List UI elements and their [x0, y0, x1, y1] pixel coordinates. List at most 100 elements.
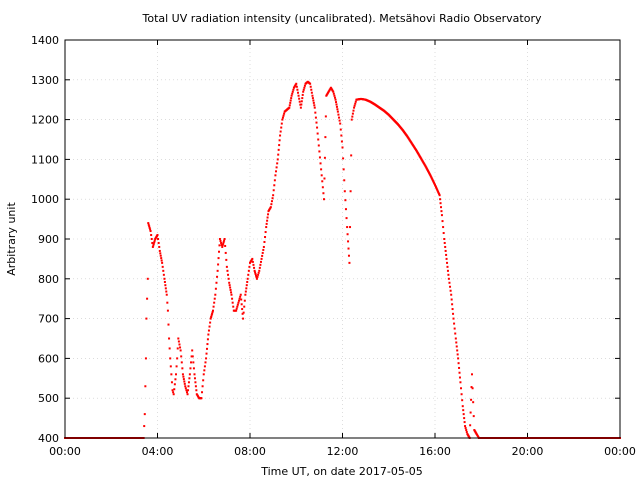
data-point — [267, 213, 270, 216]
data-point — [354, 102, 357, 105]
data-point — [218, 238, 221, 240]
data-point — [190, 355, 193, 358]
data-point — [270, 203, 273, 206]
data-point — [161, 261, 164, 264]
data-point — [312, 99, 315, 102]
data-point — [340, 134, 343, 137]
data-point — [472, 401, 475, 404]
data-point — [195, 389, 198, 392]
data-point — [463, 417, 466, 420]
data-point — [239, 295, 242, 298]
data-point — [153, 241, 156, 244]
data-point — [216, 269, 219, 272]
data-point — [278, 139, 281, 142]
data-point — [236, 303, 239, 306]
data-point — [205, 357, 208, 360]
data-point — [288, 104, 291, 107]
data-point — [299, 103, 302, 106]
data-point — [451, 308, 454, 311]
data-point — [455, 341, 458, 344]
data-point — [189, 367, 192, 370]
data-point — [288, 106, 291, 109]
data-point — [275, 166, 278, 169]
data-point — [170, 373, 173, 376]
data-point — [153, 239, 156, 242]
data-point — [458, 376, 461, 379]
data-point — [346, 226, 349, 229]
data-point — [185, 389, 188, 392]
data-point — [434, 183, 436, 186]
data-point — [353, 104, 356, 107]
data-point — [183, 382, 186, 385]
data-point — [289, 101, 292, 104]
data-point — [336, 110, 339, 113]
data-point — [434, 185, 437, 188]
data-point — [149, 228, 152, 231]
data-point — [344, 199, 347, 202]
data-point — [229, 286, 232, 289]
data-point — [205, 352, 208, 355]
data-point — [452, 317, 455, 320]
data-point — [343, 190, 346, 193]
data-point — [347, 247, 350, 250]
data-point — [449, 285, 452, 288]
data-point — [156, 234, 159, 237]
data-point — [177, 337, 180, 340]
data-point — [226, 269, 229, 272]
data-point — [187, 381, 190, 384]
data-point — [292, 88, 295, 91]
data-point — [276, 162, 279, 165]
data-point — [279, 130, 282, 133]
data-point — [437, 190, 440, 193]
data-point — [174, 378, 177, 381]
data-point — [161, 265, 164, 268]
data-point — [445, 253, 448, 256]
data-point — [206, 338, 209, 341]
data-point — [429, 175, 432, 178]
data-point — [317, 138, 320, 141]
data-point — [324, 115, 327, 118]
data-point — [228, 281, 231, 284]
data-point — [438, 193, 441, 196]
data-point — [452, 312, 455, 315]
data-point — [312, 101, 315, 104]
data-point — [461, 405, 464, 408]
y-axis-label: Arbitrary unit — [5, 202, 18, 276]
data-point — [179, 346, 182, 349]
data-point — [332, 90, 335, 93]
data-point — [159, 254, 162, 257]
data-point — [465, 431, 468, 434]
y-tick-label: 500 — [38, 392, 59, 405]
data-point — [217, 257, 220, 260]
data-point — [159, 252, 162, 255]
plot-frame — [64, 39, 621, 439]
data-point — [205, 347, 208, 350]
data-point — [194, 381, 197, 384]
data-point — [315, 121, 318, 124]
data-point — [298, 100, 301, 103]
data-point — [231, 297, 234, 300]
data-point — [216, 275, 219, 278]
data-point — [317, 144, 320, 147]
data-point — [178, 343, 181, 346]
y-tick-label: 1400 — [31, 34, 59, 47]
data-point — [163, 277, 166, 280]
data-point — [221, 245, 224, 248]
data-point — [335, 103, 338, 106]
data-point — [165, 290, 168, 293]
data-point — [460, 387, 463, 390]
data-point — [261, 251, 264, 254]
data-point — [269, 206, 272, 209]
data-point — [347, 240, 350, 243]
x-axis-label: Time UT, on date 2017-05-05 — [260, 465, 423, 478]
data-point — [212, 309, 214, 312]
data-point — [342, 168, 345, 171]
data-point — [470, 398, 473, 401]
data-point — [203, 369, 206, 372]
x-tick-label: 00:00 — [604, 445, 636, 458]
data-point — [440, 210, 443, 213]
data-point — [443, 241, 446, 244]
data-point — [228, 284, 231, 287]
data-point — [211, 312, 214, 315]
data-point — [332, 92, 335, 95]
